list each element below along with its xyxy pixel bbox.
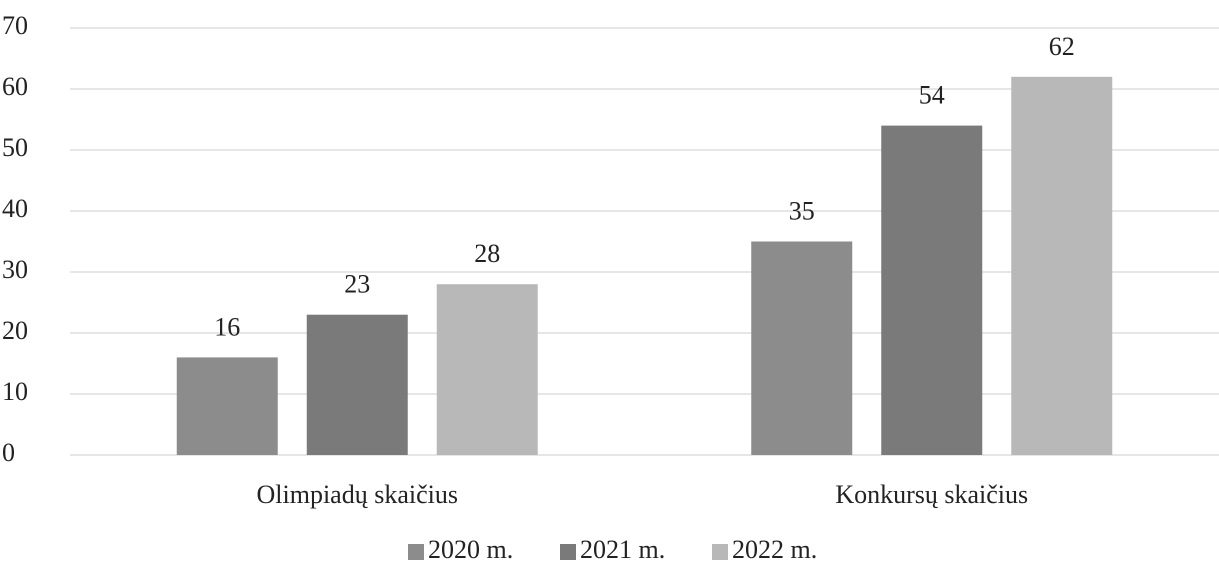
bar xyxy=(306,314,408,455)
y-tick-label: 70 xyxy=(2,11,28,40)
x-tick-label: Olimpiadų skaičius xyxy=(257,480,458,509)
bar xyxy=(751,241,853,455)
data-label: 28 xyxy=(474,239,500,268)
y-tick-label: 10 xyxy=(2,377,28,406)
bar xyxy=(436,284,538,455)
data-label: 54 xyxy=(919,81,945,110)
y-tick-label: 20 xyxy=(2,316,28,345)
data-label: 35 xyxy=(789,196,815,225)
bar xyxy=(1011,76,1113,456)
y-tick-label: 30 xyxy=(2,255,28,284)
data-label: 16 xyxy=(214,312,240,341)
legend-label: 2021 m. xyxy=(580,535,665,564)
data-label: 62 xyxy=(1049,32,1075,61)
y-tick-label: 0 xyxy=(2,438,15,467)
bar xyxy=(176,357,278,455)
legend-swatch xyxy=(712,544,728,560)
legend-swatch xyxy=(560,544,576,560)
y-tick-label: 50 xyxy=(2,133,28,162)
x-tick-label: Konkursų skaičius xyxy=(835,480,1028,509)
legend-label: 2022 m. xyxy=(732,535,817,564)
data-label: 23 xyxy=(344,270,370,299)
legend-label: 2020 m. xyxy=(428,535,513,564)
y-tick-label: 60 xyxy=(2,72,28,101)
y-tick-label: 40 xyxy=(2,194,28,223)
legend-swatch xyxy=(408,544,424,560)
bar xyxy=(881,125,983,455)
